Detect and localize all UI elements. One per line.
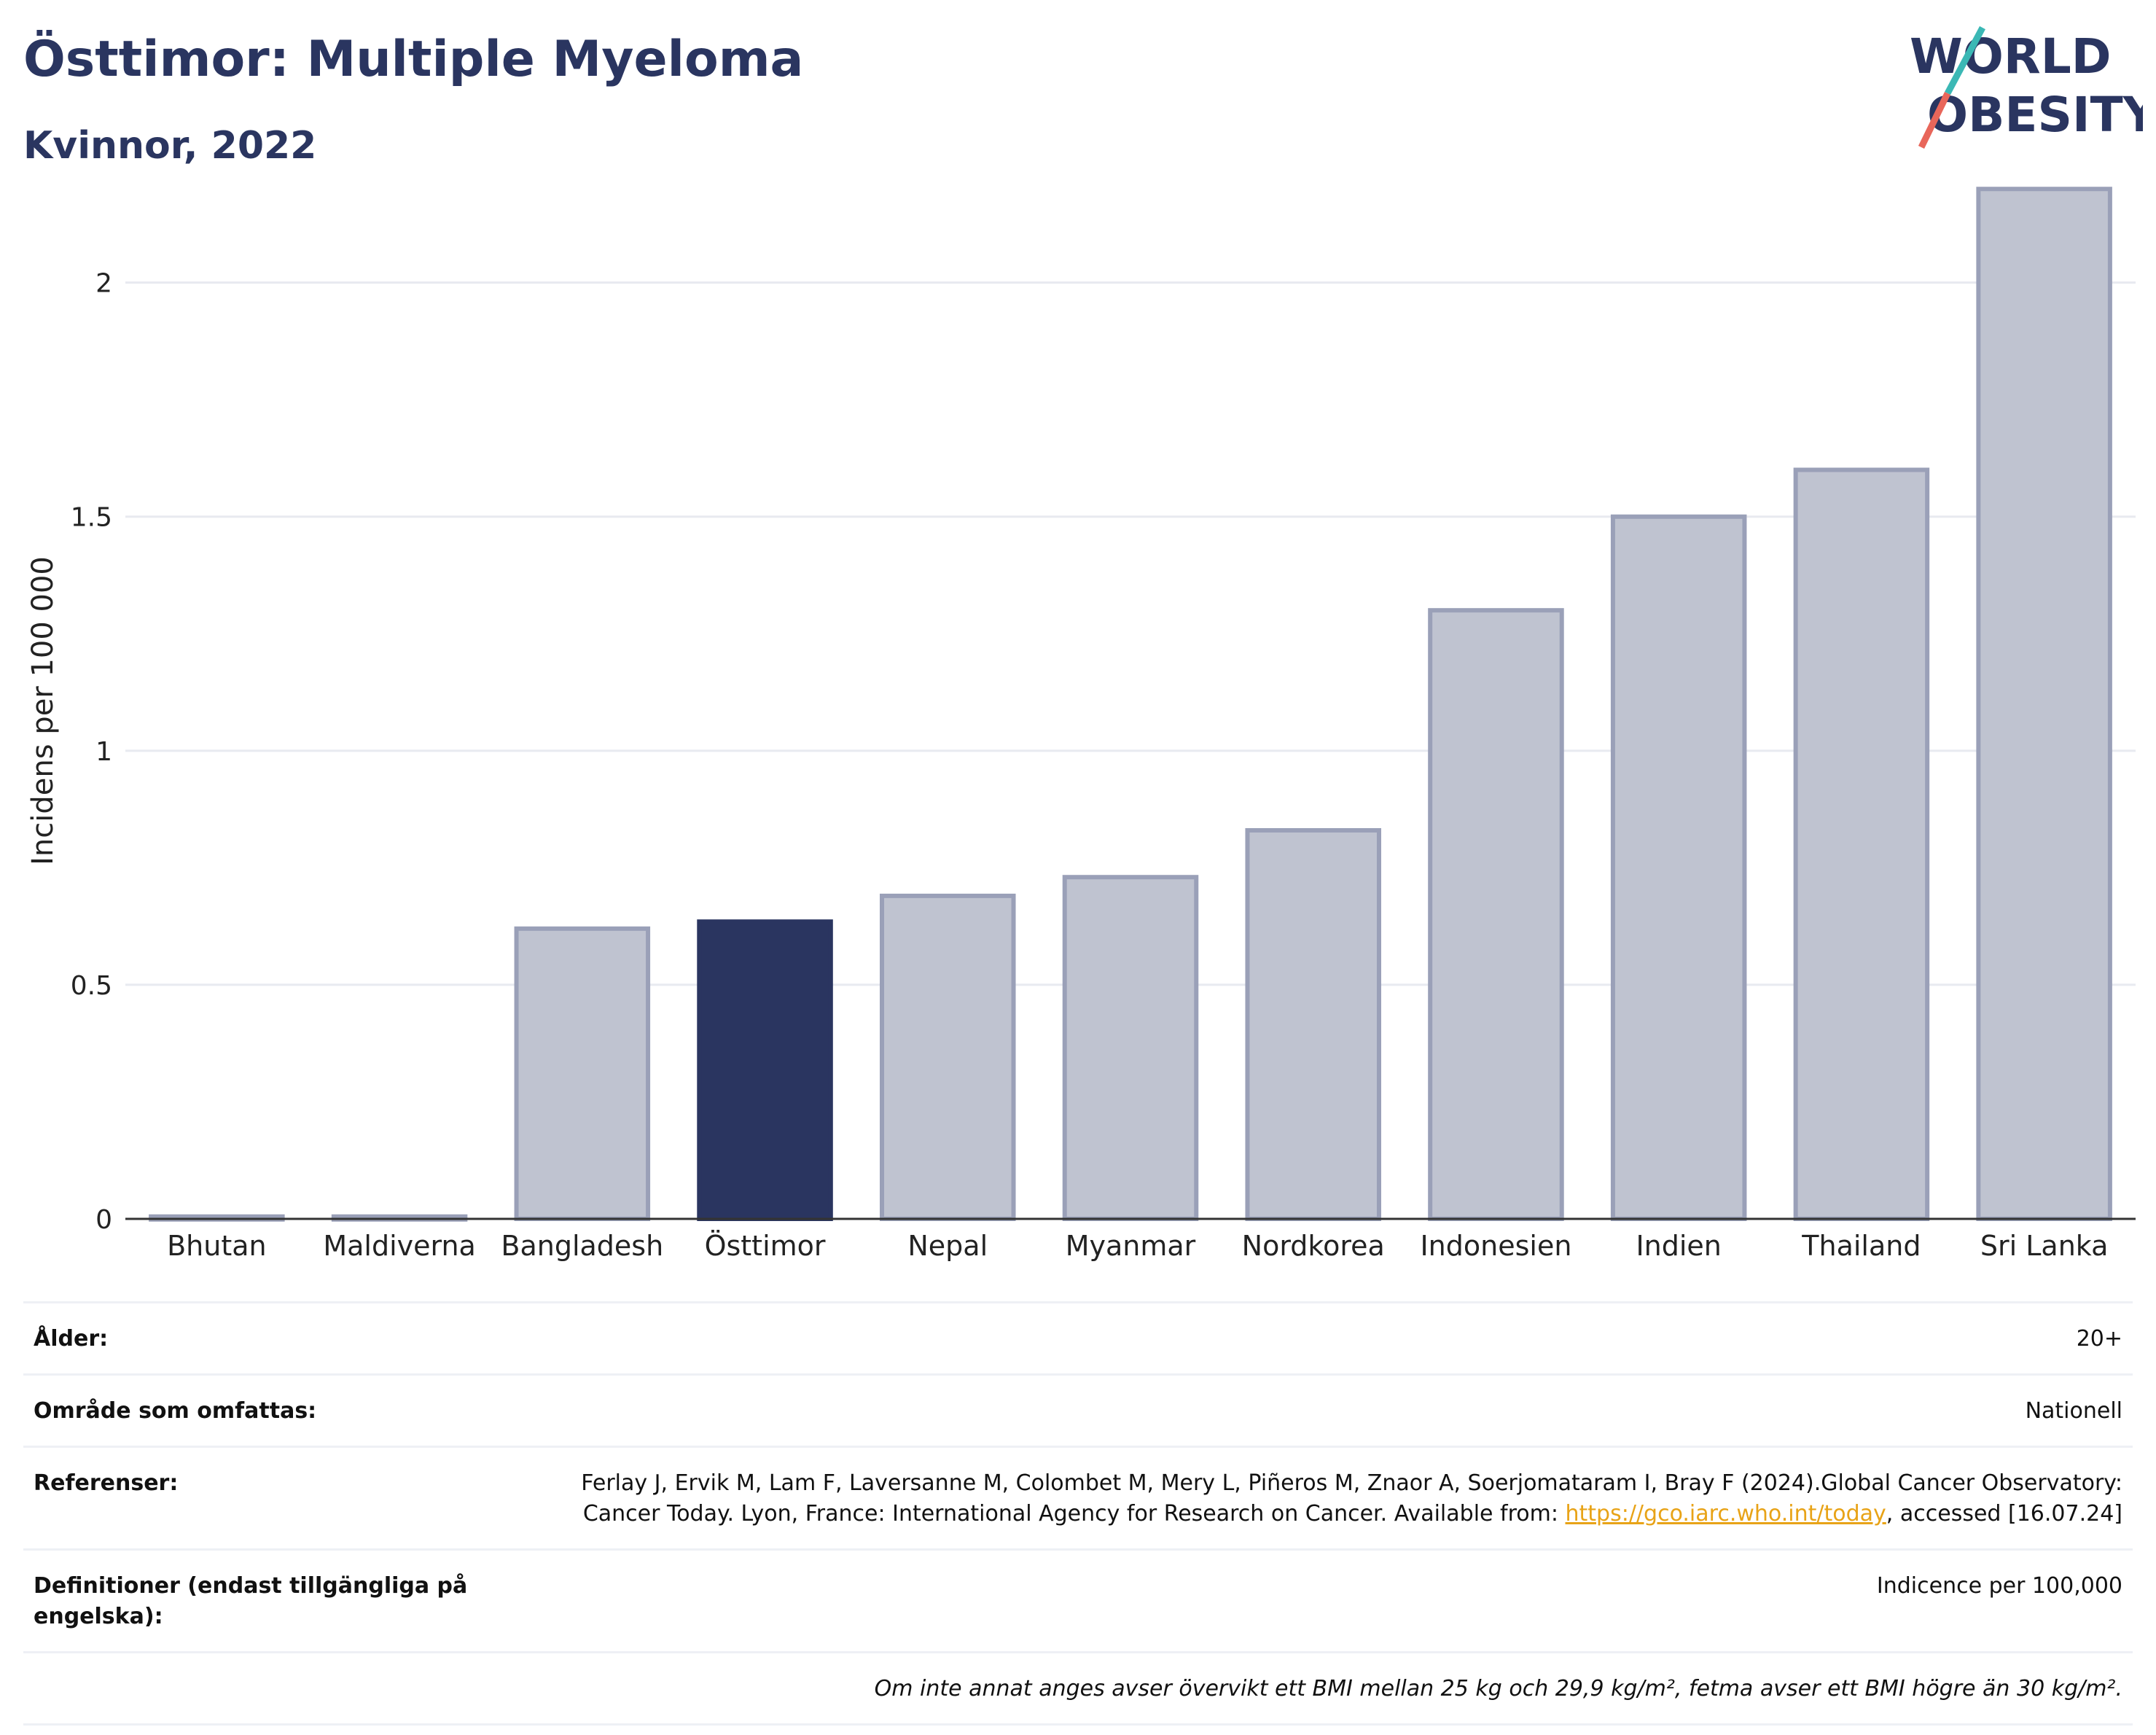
y-tick-label: 0.5 (71, 971, 112, 1001)
info-row-definitions: Definitioner (endast tillgängliga på eng… (23, 1548, 2133, 1651)
info-row-area: Område som omfattas: Nationell (23, 1373, 2133, 1446)
references-link[interactable]: https://gco.iarc.who.int/today (1565, 1501, 1886, 1527)
svg-text:OBESITY: OBESITY (1927, 87, 2143, 143)
y-tick-label: 1 (95, 737, 112, 767)
bar-3[interactable] (697, 919, 833, 1222)
definitions-value: Indicence per 100,000 (1876, 1573, 2122, 1599)
y-tick-labels: 0 0.5 1 1.5 2 (71, 269, 112, 1235)
bars (149, 187, 2112, 1222)
bar-5[interactable] (1062, 875, 1199, 1221)
area-value: Nationell (2025, 1398, 2122, 1424)
x-tick-label: Nordkorea (1242, 1230, 1385, 1262)
page-subtitle: Kvinnor, 2022 (23, 124, 317, 168)
bar-chart: 0 0.5 1 1.5 2 Bhutan Maldiverna Bangladesh Östt… (26, 187, 2136, 1262)
references-value: Ferlay J, Ervik M, Lam F, Laversanne M, … (500, 1468, 2122, 1529)
y-tick-label: 0 (95, 1205, 112, 1235)
page-title: Östtimor: Multiple Myeloma (23, 31, 804, 88)
x-tick-label: Indien (1636, 1230, 1721, 1262)
x-tick-label: Bhutan (167, 1230, 267, 1262)
bar-2[interactable] (514, 926, 651, 1221)
world-obesity-logo: WORLD OBESITY (1910, 26, 2143, 149)
x-tick-label: Sri Lanka (1980, 1230, 2109, 1262)
info-row-age: Ålder: 20+ (23, 1301, 2133, 1373)
bmi-note: Om inte annat anges avser övervikt ett B… (874, 1676, 2122, 1701)
x-tick-label: Östtimor (705, 1230, 826, 1262)
info-row-references: Referenser: Ferlay J, Ervik M, Lam F, La… (23, 1446, 2133, 1548)
x-tick-label: Thailand (1801, 1230, 1921, 1262)
definitions-label: Definitioner (endast tillgängliga på eng… (34, 1573, 468, 1629)
x-tick-label: Bangladesh (501, 1230, 663, 1262)
bar-7[interactable] (1428, 608, 1564, 1221)
x-tick-label: Indonesien (1420, 1230, 1571, 1262)
x-tick-label: Myanmar (1066, 1230, 1196, 1262)
references-label: Referenser: (34, 1470, 179, 1496)
x-tick-label: Maldiverna (323, 1230, 476, 1262)
x-tick-label: Nepal (907, 1230, 988, 1262)
area-label: Område som omfattas: (34, 1398, 317, 1424)
bar-6[interactable] (1245, 827, 1381, 1221)
references-text: Ferlay J, Ervik M, Lam F, Laversanne M, … (581, 1470, 2122, 1527)
age-label: Ålder: (34, 1326, 109, 1352)
age-value: 20+ (2076, 1326, 2122, 1352)
info-row-note: Om inte annat anges avser övervikt ett B… (23, 1651, 2133, 1726)
bar-8[interactable] (1610, 514, 1747, 1221)
y-tick-label: 2 (95, 269, 112, 299)
bar-10[interactable] (1976, 187, 2112, 1221)
svg-text:WORLD: WORLD (1910, 28, 2112, 85)
y-tick-label: 1.5 (71, 503, 112, 533)
info-table: Ålder: 20+ Område som omfattas: Nationel… (23, 1301, 2133, 1726)
x-tick-labels: Bhutan Maldiverna Bangladesh Östtimor Nepal M… (167, 1230, 2108, 1262)
bar-4[interactable] (880, 893, 1016, 1222)
y-axis-title: Incidens per 100 000 (26, 556, 60, 865)
references-accessed: , accessed [16.07.24] (1886, 1501, 2122, 1527)
bar-9[interactable] (1793, 467, 1930, 1221)
